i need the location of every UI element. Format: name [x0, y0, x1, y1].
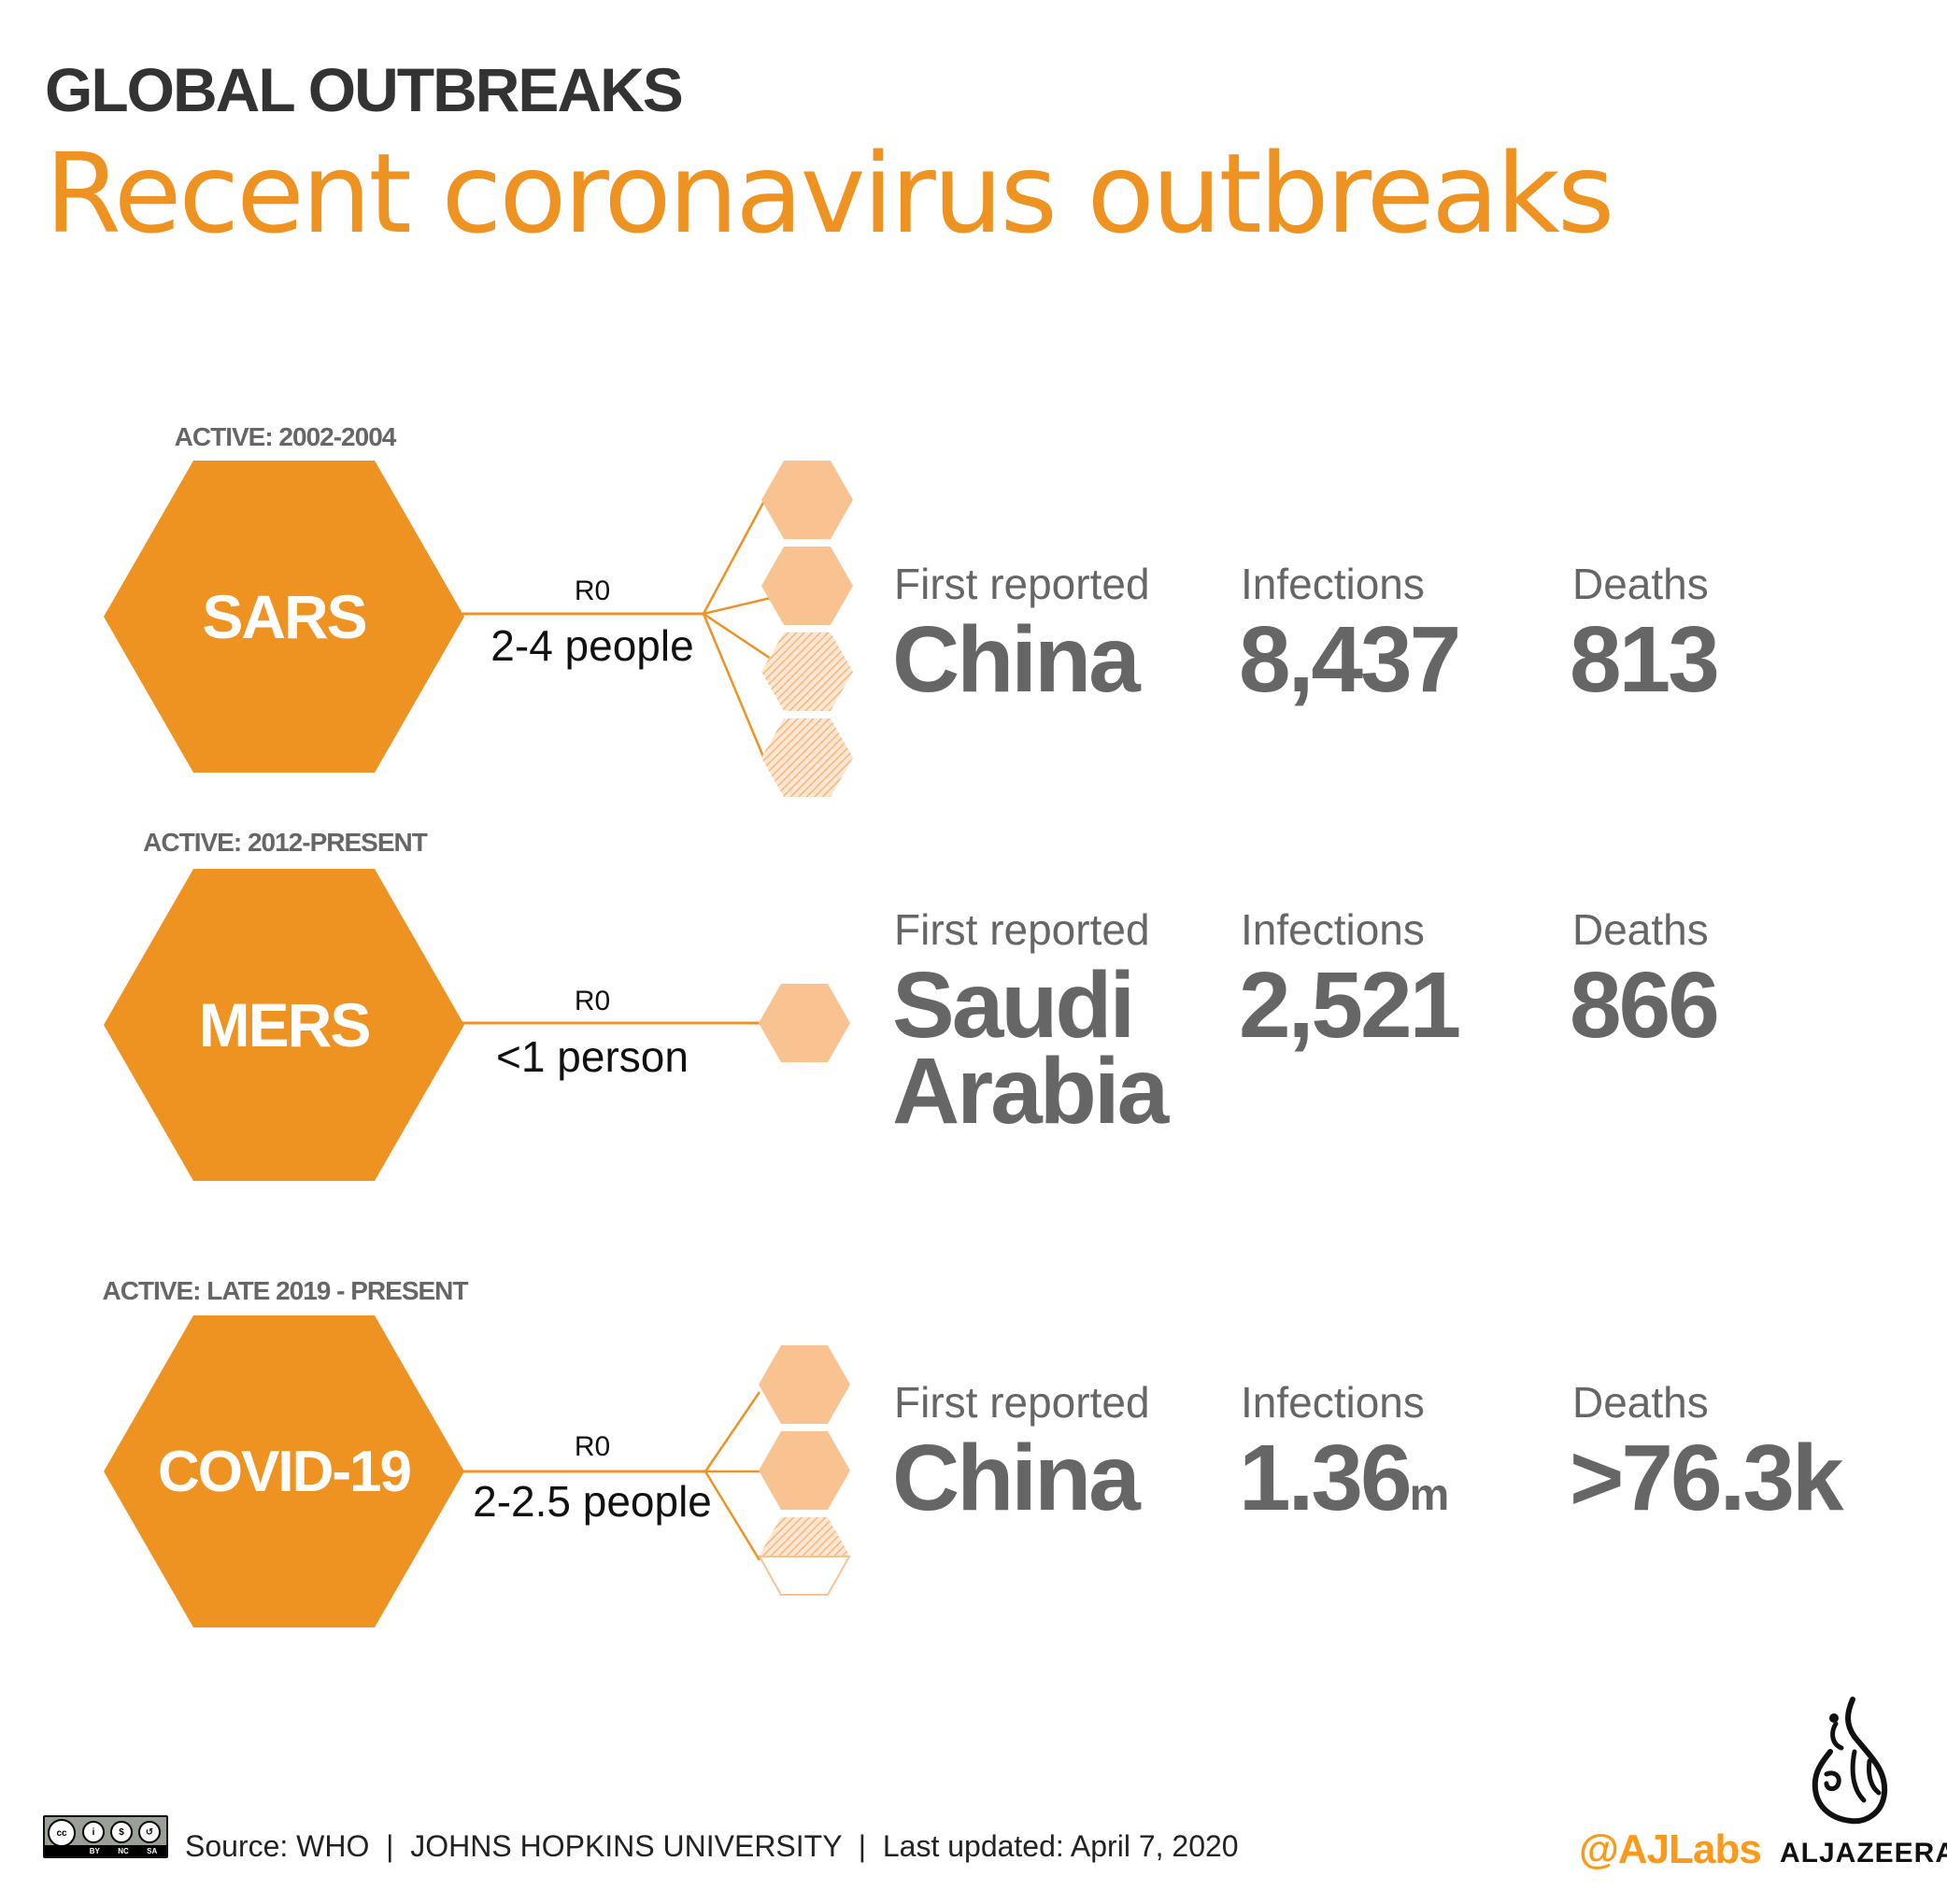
covid-r0-value: 2-2.5 people [473, 1477, 712, 1526]
creative-commons-license-icon: cc i $ ↺ BY NC SA [43, 1815, 168, 1858]
covid-r0-label: R0 [574, 1431, 611, 1462]
covid-infections-number: 1.36 [1239, 1426, 1413, 1530]
person-hex-half-icon [759, 1517, 850, 1556]
nc-noncommercial-icon: $ [110, 1821, 133, 1843]
mers-active-period: ACTIVE: 2012-PRESENT [143, 828, 428, 857]
covid-active-period: ACTIVE: LATE 2019 - PRESENT [102, 1276, 468, 1305]
mers-r0-hexes [759, 984, 850, 1062]
covid-deaths-label: Deaths [1572, 1378, 1709, 1427]
source-credit: Source: WHO | JOHNS HOPKINS UNIVERSITY |… [185, 1829, 1239, 1863]
covid-infections-value: 1.36m [1239, 1431, 1450, 1539]
person-hex-partial-icon [761, 632, 853, 711]
aljazeera-calligraphy-logo-icon [1812, 1697, 1888, 1825]
covid-hexagon: COVID-19 [104, 1315, 464, 1627]
sars-infections-label: Infections [1241, 560, 1425, 608]
mers-deaths-value: 866 [1570, 953, 1720, 1058]
sars-first-reported-value: China [892, 607, 1141, 712]
sa-sharealike-icon: ↺ [138, 1821, 161, 1843]
sars-r0-value: 2-4 people [490, 621, 694, 670]
mers-r0-label: R0 [574, 986, 611, 1016]
mers-infections-label: Infections [1241, 905, 1425, 954]
sars-deaths-value: 813 [1570, 607, 1720, 712]
sars-name: SARS [202, 582, 367, 651]
mers-first-reported-line1: Saudi [892, 953, 1135, 1058]
covid-name: COVID-19 [158, 1439, 412, 1504]
sars-r0-label: R0 [574, 575, 611, 606]
covid-connector-lines [462, 1391, 761, 1561]
mers-hexagon: MERS [104, 869, 464, 1181]
sars-infections-value: 8,437 [1239, 607, 1461, 712]
aljazeera-wordmark: ALJAZEERA [1780, 1838, 1947, 1868]
mers-deaths-label: Deaths [1572, 905, 1709, 954]
covid-infections-label: Infections [1241, 1378, 1425, 1427]
sars-active-period: ACTIVE: 2002-2004 [174, 422, 397, 451]
sars-connector-lines [462, 502, 771, 758]
license-terms: BY NC SA [45, 1845, 166, 1856]
mers-r0-value: <1 person [496, 1032, 689, 1081]
covid-infections-unit: m [1409, 1471, 1450, 1520]
covid-first-reported-label: First reported [894, 1378, 1150, 1427]
person-hex-icon [759, 1431, 850, 1510]
cc-icon: cc [48, 1819, 76, 1847]
mers-first-reported-line2: Arabia [892, 1039, 1169, 1144]
sars-deaths-label: Deaths [1572, 560, 1709, 608]
person-hex-partial-icon [761, 718, 853, 797]
mers-name: MERS [198, 990, 372, 1059]
person-hex-icon [761, 547, 853, 625]
kicker-title: GLOBAL OUTBREAKS [45, 55, 684, 124]
sars-first-reported-label: First reported [894, 560, 1150, 608]
person-hex-icon [759, 984, 850, 1062]
sars-hexagon: SARS [104, 461, 464, 773]
page-title: Recent coronavirus outbreaks [45, 129, 1614, 258]
by-attribution-icon: i [82, 1821, 105, 1843]
ajlabs-handle: @AJLabs [1579, 1826, 1762, 1872]
mers-first-reported-label: First reported [894, 905, 1150, 954]
covid-r0-hexes [759, 1345, 851, 1596]
sars-r0-hexes [761, 461, 853, 797]
person-hex-icon [761, 461, 853, 539]
person-hex-icon [759, 1345, 850, 1424]
covid-first-reported-value: China [892, 1426, 1141, 1530]
mers-connector-line [462, 1021, 760, 1025]
covid-deaths-value: >76.3k [1570, 1426, 1844, 1530]
mers-infections-value: 2,521 [1239, 953, 1461, 1058]
